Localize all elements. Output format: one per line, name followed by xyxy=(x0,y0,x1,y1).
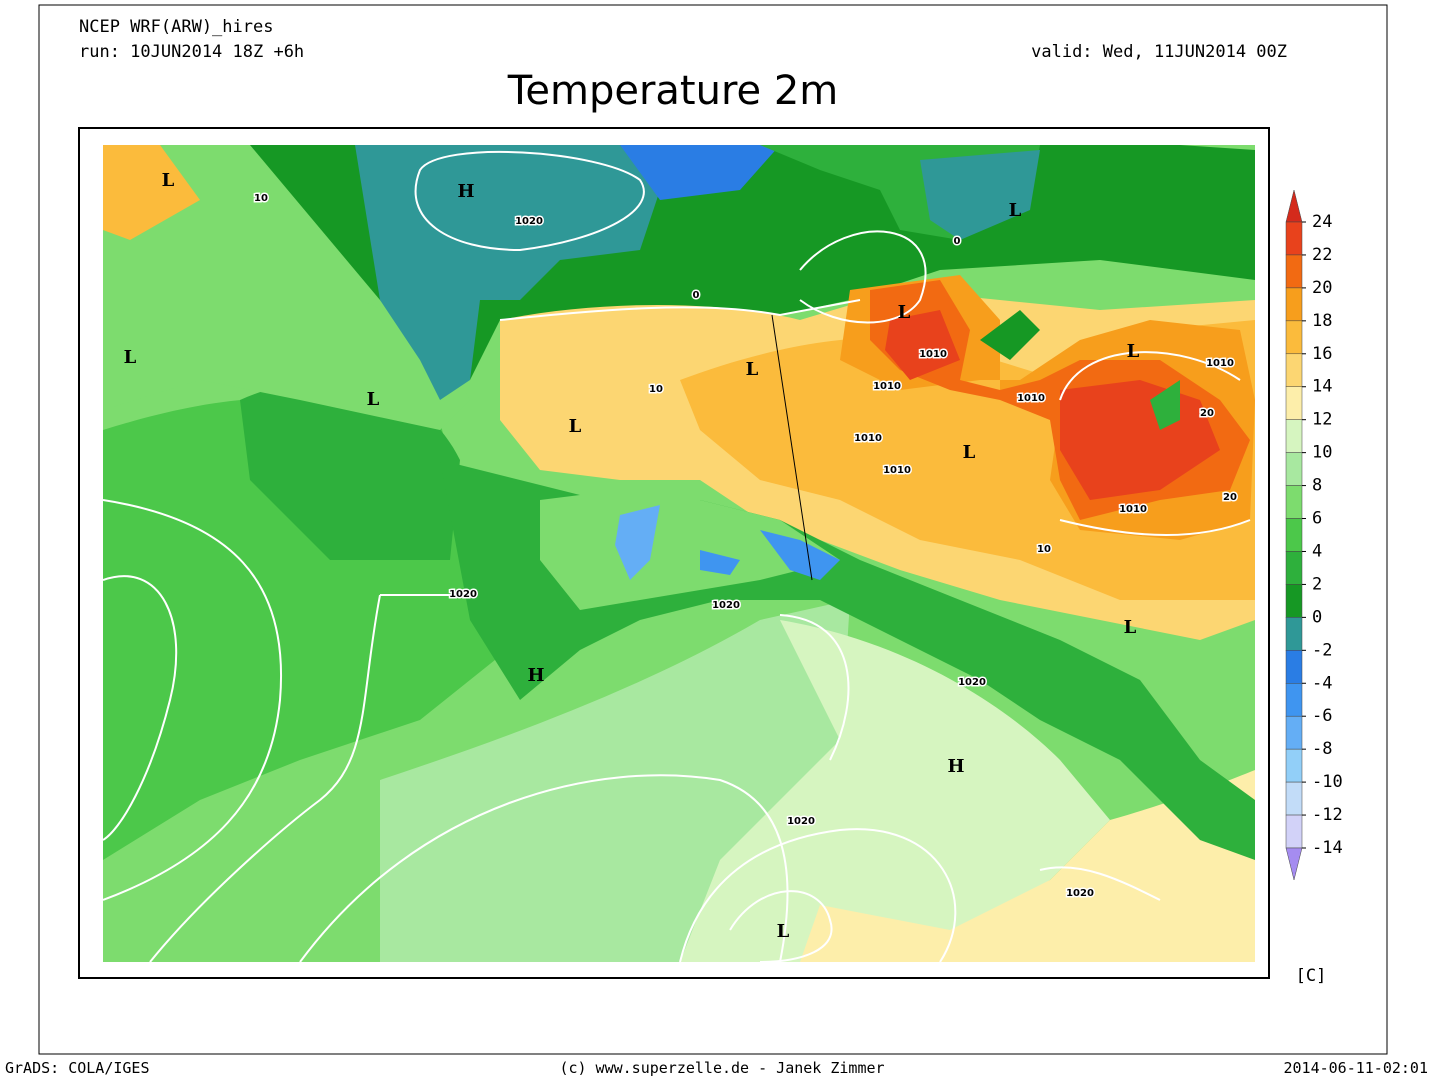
isobar-label: 1010 xyxy=(883,465,911,476)
system-label: L xyxy=(367,389,380,410)
page-frame xyxy=(38,4,1388,1055)
colorbar-tick-label: 14 xyxy=(1312,377,1332,397)
isobar-label: 1020 xyxy=(787,816,815,827)
system-label: L xyxy=(124,347,137,368)
system-label: L xyxy=(569,416,582,437)
temperature-field xyxy=(103,145,1255,962)
isobar-label: 1010 xyxy=(1119,504,1147,515)
system-label: L xyxy=(963,442,976,463)
isobar-label: 20 xyxy=(1223,492,1237,503)
colorbar-tick-label: -2 xyxy=(1312,640,1332,660)
colorbar-band xyxy=(1285,221,1303,256)
system-label: L xyxy=(746,359,759,380)
isobar-label: 1020 xyxy=(515,216,543,227)
isobar-label: 1010 xyxy=(1017,393,1045,404)
isobar-label: 10 xyxy=(1037,544,1051,555)
system-label: H xyxy=(527,665,544,686)
border-line xyxy=(771,314,813,581)
colorbar-band xyxy=(1285,551,1303,585)
colorbar-tick-label: 2 xyxy=(1312,574,1322,594)
colorbar-tick-label: 20 xyxy=(1312,278,1332,298)
colorbar-band xyxy=(1285,617,1303,651)
isobar-label: 1020 xyxy=(1066,888,1094,899)
isobar-label: 1020 xyxy=(449,589,477,600)
colorbar-band xyxy=(1285,748,1303,783)
colorbar-band xyxy=(1285,518,1303,552)
colorbar-tick-label: -4 xyxy=(1312,673,1332,693)
map-title: Temperature 2m xyxy=(507,68,839,114)
colorbar-over xyxy=(1285,189,1303,223)
system-label: H xyxy=(947,756,964,777)
colorbar-tick-label: 8 xyxy=(1312,476,1322,496)
footer-center: (c) www.superzelle.de - Janek Zimmer xyxy=(559,1059,884,1077)
isobar-label: 10 xyxy=(254,193,268,204)
colorbar-under xyxy=(1285,847,1303,881)
isobar-label: 1020 xyxy=(958,677,986,688)
colorbar-tick-label: 24 xyxy=(1312,212,1332,232)
isobar-label: 1010 xyxy=(854,433,882,444)
map-frame xyxy=(78,127,1270,979)
isobar-contours xyxy=(103,150,1251,962)
colorbar-tick-label: 16 xyxy=(1312,344,1332,364)
system-label: L xyxy=(777,921,790,942)
isobar-label: 1010 xyxy=(919,349,947,360)
isobar-label: 1020 xyxy=(712,600,740,611)
colorbar-tick-label: 10 xyxy=(1312,443,1332,463)
map: L H L L L L L L L L L H H L 1020 1010 10… xyxy=(78,127,1270,979)
isobar-labels: 1020 1010 1010 1010 1010 1010 1010 1010 … xyxy=(253,192,1239,901)
colorbar-band xyxy=(1285,386,1303,420)
colorbar-tick-label: 12 xyxy=(1312,410,1332,430)
system-label: L xyxy=(1124,617,1137,638)
footer-right: 2014-06-11-02:01 xyxy=(1284,1059,1429,1077)
colorbar-band xyxy=(1285,683,1303,717)
colorbar-band xyxy=(1285,650,1303,684)
colorbar-band xyxy=(1285,485,1303,519)
colorbar-band xyxy=(1285,814,1303,849)
isobar-label: 1010 xyxy=(1206,358,1234,369)
colorbar-band xyxy=(1285,781,1303,816)
colorbar-tick-label: -14 xyxy=(1312,838,1343,858)
pressure-systems: L H L L L L L L L L L H H L xyxy=(124,170,1140,942)
system-label: L xyxy=(898,302,911,323)
colorbar-tick-label: 4 xyxy=(1312,541,1322,561)
colorbar-tick-label: -10 xyxy=(1312,772,1343,792)
colorbar-band xyxy=(1285,715,1303,750)
system-label: L xyxy=(1127,341,1140,362)
colorbar-unit: [C] xyxy=(1296,966,1327,986)
colorbar-band xyxy=(1285,353,1303,387)
isobar-label: 1010 xyxy=(873,381,901,392)
colorbar-tick-label: 0 xyxy=(1312,607,1322,627)
system-label: L xyxy=(1009,200,1022,221)
system-label: L xyxy=(162,170,175,191)
isobar-label: 20 xyxy=(1200,408,1214,419)
colorbar-tick-label: -12 xyxy=(1312,805,1343,825)
system-label: H xyxy=(457,181,474,202)
isobar-label: 10 xyxy=(649,384,663,395)
colorbar-tick-label: 6 xyxy=(1312,509,1322,529)
footer-left: GrADS: COLA/IGES xyxy=(5,1059,150,1077)
isobar-label: 0 xyxy=(954,236,961,247)
run-time: run: 10JUN2014 18Z +6h xyxy=(79,42,304,62)
colorbar-band xyxy=(1285,452,1303,486)
valid-time: valid: Wed, 11JUN2014 00Z xyxy=(1031,42,1287,62)
colorbar-band xyxy=(1285,584,1303,618)
colorbar-tick-label: 18 xyxy=(1312,311,1332,331)
colorbar-band xyxy=(1285,320,1303,355)
colorbar-tick-label: -8 xyxy=(1312,739,1332,759)
isobar-label: 0 xyxy=(693,290,700,301)
colorbar-band xyxy=(1285,419,1303,453)
colorbar-tick-label: -6 xyxy=(1312,706,1332,726)
colorbar-band xyxy=(1285,287,1303,322)
colorbar-band xyxy=(1285,254,1303,289)
model-name: NCEP WRF(ARW)_hires xyxy=(79,17,273,37)
colorbar-tick-label: 22 xyxy=(1312,245,1332,265)
